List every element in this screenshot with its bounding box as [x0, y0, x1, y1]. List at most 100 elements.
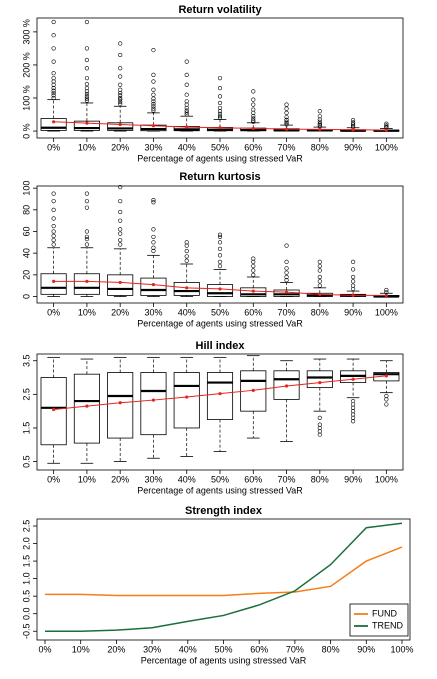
outlier	[51, 90, 56, 96]
outlier	[317, 432, 322, 437]
mean-point	[384, 128, 388, 132]
mean-point	[351, 128, 355, 132]
mean-point	[151, 282, 156, 287]
outlier	[118, 95, 123, 101]
outlier	[350, 118, 356, 123]
x-tick-label: 80%	[311, 142, 329, 152]
outlier	[251, 272, 256, 277]
box	[206, 372, 234, 420]
mean-point	[384, 374, 388, 378]
mean-point	[52, 120, 56, 124]
y-tick-label: 80	[21, 205, 31, 215]
box	[73, 120, 100, 131]
outlier	[51, 229, 56, 234]
outlier	[84, 191, 90, 196]
outlier	[118, 218, 123, 223]
outlier	[384, 123, 389, 128]
outlier	[350, 409, 356, 414]
mean-point	[251, 126, 255, 131]
x-tick-label: 70%	[286, 644, 304, 654]
outlier	[84, 91, 90, 97]
outlier	[350, 259, 356, 264]
box	[107, 122, 134, 131]
mean-point	[318, 292, 322, 296]
outlier	[284, 102, 289, 107]
x-tick-label: 10%	[78, 474, 96, 484]
outlier	[51, 223, 56, 229]
x-tick-label: 90%	[344, 474, 362, 484]
x-tick-label: 50%	[211, 142, 229, 152]
series-line	[45, 522, 403, 632]
y-tick-label: 2.0	[21, 537, 31, 550]
mean-point	[85, 121, 89, 125]
outlier	[184, 243, 189, 248]
box	[173, 372, 200, 429]
outlier	[251, 102, 256, 107]
outlier	[151, 87, 156, 92]
outlier	[84, 242, 90, 247]
outlier	[184, 254, 189, 259]
outlier	[118, 97, 123, 102]
x-tick-label: 0%	[47, 142, 60, 152]
outlier	[350, 274, 356, 280]
x-tick-label: 10%	[78, 307, 96, 317]
outlier	[284, 243, 289, 248]
y-tick-label: 1.0	[21, 572, 31, 585]
x-tick-label: 20%	[107, 644, 125, 654]
outlier	[284, 117, 289, 122]
outlier	[184, 240, 189, 245]
outlier	[151, 101, 156, 107]
y-tick-label: 0 %	[21, 123, 31, 139]
mean-point	[185, 286, 189, 290]
x-tick-label: 40%	[179, 644, 197, 654]
outlier	[84, 205, 90, 210]
panel-title: Strength index	[185, 505, 263, 517]
y-tick-label: 0	[21, 294, 31, 299]
x-tick-label: 80%	[322, 644, 340, 654]
outlier	[151, 106, 156, 111]
mean-point	[52, 279, 56, 283]
legend-box	[349, 603, 409, 637]
outlier	[118, 87, 123, 92]
outlier	[251, 259, 256, 264]
x-axis-label: Percentage of agents using stressed VaR	[137, 485, 303, 495]
outlier	[184, 92, 189, 97]
outlier	[251, 116, 256, 121]
outlier	[217, 111, 223, 116]
outlier	[51, 191, 56, 196]
x-axis-label: Percentage of agents using stressed VaR	[141, 655, 307, 665]
box	[40, 118, 67, 131]
outlier	[251, 118, 256, 123]
y-tick-label: 0.5	[21, 590, 31, 603]
x-axis-label: Percentage of agents using stressed VaR	[137, 318, 303, 328]
outlier	[151, 79, 156, 84]
panel-title: Return kurtosis	[179, 171, 260, 183]
mean-point	[118, 401, 122, 405]
mean-point	[185, 395, 189, 399]
outlier	[118, 242, 123, 247]
outlier	[317, 114, 322, 119]
outlier	[184, 59, 189, 64]
outlier	[317, 264, 322, 269]
outlier	[350, 402, 356, 407]
outlier	[317, 268, 322, 273]
outlier	[118, 184, 123, 190]
x-tick-label: 40%	[178, 142, 196, 152]
outlier	[118, 52, 123, 58]
outlier	[284, 266, 289, 271]
mean-point	[318, 380, 322, 385]
outlier	[151, 200, 156, 205]
outlier	[118, 238, 123, 243]
outlier	[84, 236, 90, 242]
x-tick-label: 30%	[144, 142, 162, 152]
x-tick-label: 60%	[244, 307, 262, 317]
x-tick-label: 40%	[178, 474, 196, 484]
outlier	[151, 99, 156, 104]
panel: Return kurtosis 0 20 40 60 80 100 0% 10% 20% 30% 40…	[21, 171, 404, 328]
mean-point	[85, 404, 89, 408]
outlier	[317, 119, 322, 124]
outlier	[217, 94, 223, 99]
outlier	[51, 238, 56, 243]
mean-point	[351, 377, 355, 381]
mean-point	[251, 289, 255, 293]
